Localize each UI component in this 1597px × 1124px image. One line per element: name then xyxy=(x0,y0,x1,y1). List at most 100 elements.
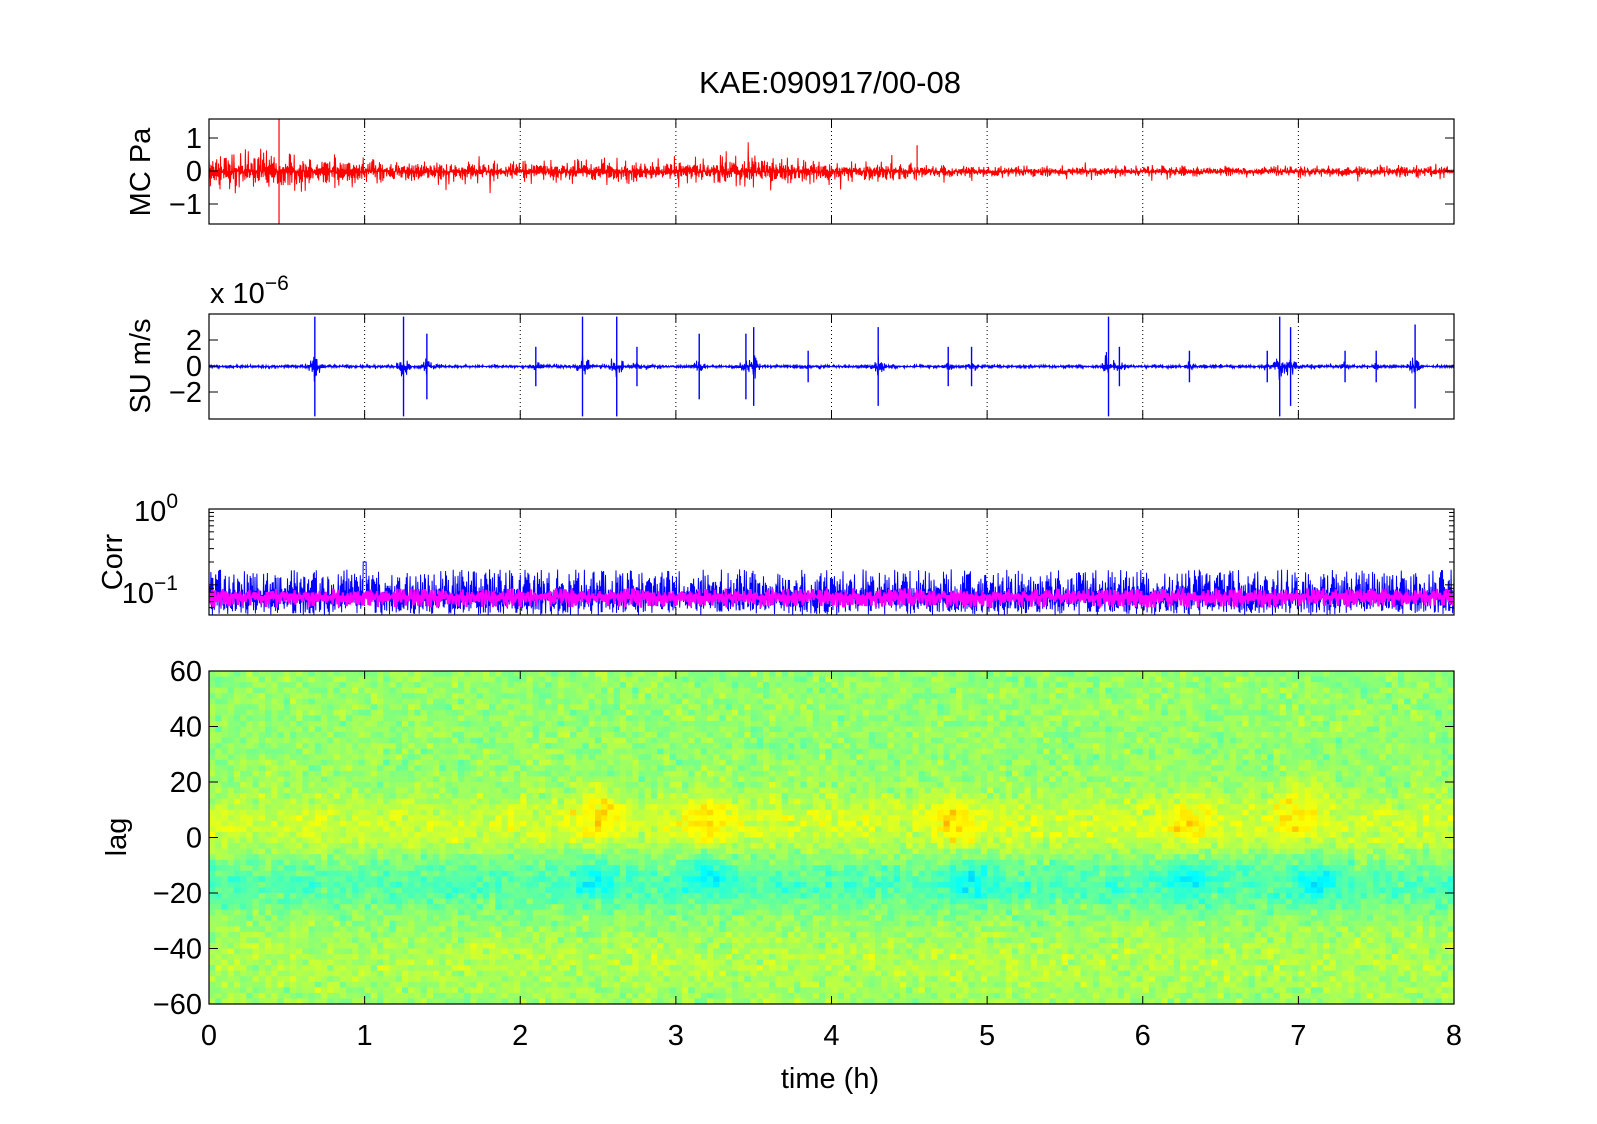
heatmap-cell xyxy=(277,881,285,889)
heatmap-cell xyxy=(532,848,540,855)
heatmap-cell xyxy=(532,959,540,966)
heatmap-cell xyxy=(545,898,552,905)
heatmap-cell xyxy=(476,837,484,844)
heatmap-cell xyxy=(352,704,359,711)
heatmap-cell xyxy=(576,676,584,683)
heatmap-cell xyxy=(507,859,515,866)
heatmap-cell xyxy=(401,671,409,678)
heatmap-cell xyxy=(470,959,478,966)
heatmap-cell xyxy=(669,804,677,811)
heatmap-cell xyxy=(582,743,590,750)
heatmap-cell xyxy=(215,893,223,900)
heatmap-cell xyxy=(333,937,341,944)
heatmap-cell xyxy=(644,881,652,889)
heatmap-cell xyxy=(545,759,552,766)
heatmap-cell xyxy=(426,793,434,800)
heatmap-cell xyxy=(221,837,229,844)
heatmap-cell xyxy=(538,948,546,955)
heatmap-cell xyxy=(470,765,478,772)
heatmap-cell xyxy=(433,887,440,894)
heatmap-cell xyxy=(302,687,310,694)
heatmap-cell xyxy=(657,693,665,700)
heatmap-cell xyxy=(389,904,397,911)
heatmap-cell xyxy=(470,820,478,827)
heatmap-cell xyxy=(445,837,453,844)
heatmap-cell xyxy=(464,965,472,972)
heatmap-cell xyxy=(657,804,665,811)
heatmap-cell xyxy=(395,909,403,916)
heatmap-cell xyxy=(526,898,534,905)
heatmap-cell xyxy=(514,887,521,894)
heatmap-cell xyxy=(246,704,254,711)
heatmap-cell xyxy=(458,893,465,900)
heatmap-cell xyxy=(358,682,366,689)
heatmap-cell xyxy=(538,726,546,733)
heatmap-cell xyxy=(663,965,671,972)
heatmap-cell xyxy=(333,798,341,805)
heatmap-cell xyxy=(252,965,260,972)
heatmap-cell xyxy=(426,715,434,722)
heatmap-cell xyxy=(489,976,496,983)
heatmap-cell xyxy=(501,920,509,927)
heatmap-cell xyxy=(464,870,472,877)
mc-ytick-label: −1 xyxy=(169,189,202,221)
heatmap-cell xyxy=(507,948,515,955)
heatmap-cell xyxy=(594,893,602,900)
heatmap-cell xyxy=(538,676,546,683)
heatmap-cell xyxy=(538,737,546,744)
heatmap-cell xyxy=(408,893,416,900)
heatmap-cell xyxy=(682,981,689,988)
heatmap-cell xyxy=(414,948,422,955)
heatmap-cell xyxy=(557,804,565,811)
heatmap-cell xyxy=(296,948,303,955)
heatmap-cell xyxy=(401,893,409,900)
heatmap-cell xyxy=(333,931,341,938)
heatmap-cell xyxy=(538,820,546,827)
heatmap-cell xyxy=(688,815,696,822)
heatmap-cell xyxy=(458,693,465,700)
heatmap-cell xyxy=(246,909,254,916)
heatmap-cell xyxy=(321,698,328,705)
heatmap-cell xyxy=(271,854,279,861)
heatmap-cell xyxy=(644,820,652,827)
heatmap-cell xyxy=(582,754,590,761)
heatmap-cell xyxy=(650,887,658,894)
heatmap-cell xyxy=(370,954,378,961)
heatmap-cell xyxy=(458,798,465,805)
heatmap-cell xyxy=(663,793,671,800)
heatmap-cell xyxy=(439,809,447,816)
heatmap-cell xyxy=(663,698,671,705)
heatmap-cell xyxy=(526,782,534,789)
heatmap-cell xyxy=(675,726,683,733)
heatmap-cell xyxy=(551,676,559,683)
heatmap-cell xyxy=(401,992,409,1000)
heatmap-cell xyxy=(563,926,571,933)
heatmap-cell xyxy=(638,698,646,705)
heatmap-cell xyxy=(283,793,291,800)
heatmap-cell xyxy=(277,926,285,933)
heatmap-cell xyxy=(632,787,640,794)
heatmap-cell xyxy=(426,732,434,739)
heatmap-cell xyxy=(464,720,472,728)
heatmap-cell xyxy=(277,765,285,772)
heatmap-cell xyxy=(458,998,465,1005)
heatmap-cell xyxy=(458,898,465,905)
heatmap-cell xyxy=(669,671,677,678)
heatmap-cell xyxy=(694,848,702,855)
heatmap-cell xyxy=(389,987,397,994)
heatmap-cell xyxy=(464,865,472,872)
heatmap-cell xyxy=(644,720,652,728)
heatmap-cell xyxy=(408,937,416,944)
heatmap-cell xyxy=(638,992,646,1000)
heatmap-cell xyxy=(638,693,646,700)
mc-x-tick-marks xyxy=(208,119,1455,224)
heatmap-cell xyxy=(408,687,416,694)
heatmap-cell xyxy=(545,893,552,900)
heatmap-cell xyxy=(601,726,608,733)
heatmap-cell xyxy=(458,831,465,839)
heatmap-cell xyxy=(594,737,602,744)
heatmap-cell xyxy=(626,748,633,755)
heatmap-cell xyxy=(439,926,447,933)
heatmap-cell xyxy=(345,770,353,778)
heatmap-cell xyxy=(551,876,559,883)
